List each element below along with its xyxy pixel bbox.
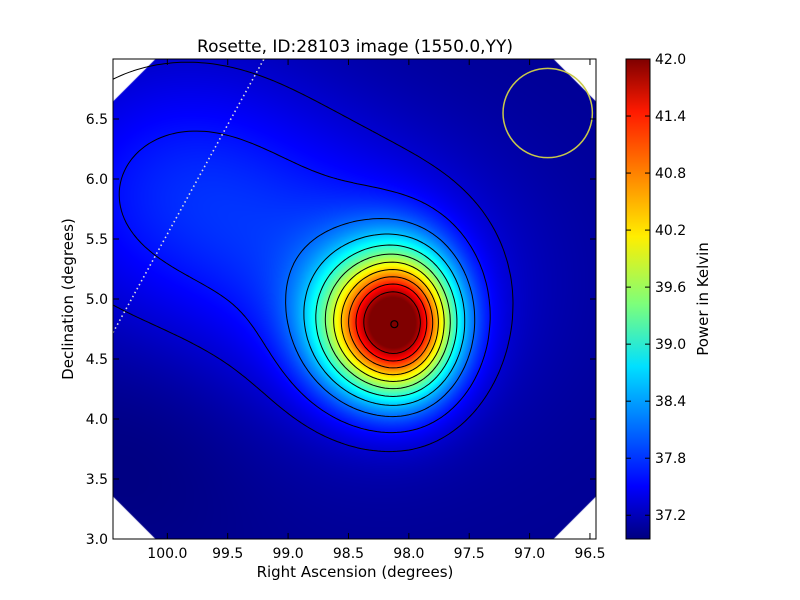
colorbar-tick-label: 40.8 xyxy=(655,166,686,182)
x-tick-label: 96.5 xyxy=(574,546,605,562)
y-tick-label: 5.0 xyxy=(86,292,108,308)
colorbar-ticks: 37.2 37.8 38.4 39.0 39.6 40.2 40.8 41.4 42.0 xyxy=(626,52,686,524)
y-axis: 3.0 3.5 4.0 4.5 5.0 5.5 6.0 6.5 xyxy=(86,112,596,548)
beam-circle xyxy=(502,67,594,159)
y-tick-label: 4.0 xyxy=(86,412,108,428)
colorbar-tick-label: 38.4 xyxy=(655,394,686,410)
contour-lines xyxy=(113,61,514,453)
contour-line-11 xyxy=(363,291,421,354)
colorbar-label: Power in Kelvin xyxy=(694,242,712,356)
contour-line-4 xyxy=(303,233,466,406)
x-tick-label: 99.5 xyxy=(212,546,243,562)
colorbar-tick-label: 42.0 xyxy=(655,52,686,68)
plot-area xyxy=(112,58,597,540)
contour-line-1 xyxy=(113,61,514,453)
colorbar-tick-label: 41.4 xyxy=(655,109,686,125)
peak-marker xyxy=(390,320,399,329)
x-tick-label: 100.0 xyxy=(147,546,187,562)
contour-line-5 xyxy=(315,244,458,397)
x-tick-label: 97.0 xyxy=(514,546,545,562)
contour-line-9 xyxy=(348,276,434,369)
y-tick-label: 3.5 xyxy=(86,472,108,488)
y-tick-label: 5.5 xyxy=(86,232,108,248)
contour-line-6 xyxy=(324,253,451,390)
contour-line-10 xyxy=(355,283,428,362)
contour-line-2 xyxy=(118,130,491,434)
overlays xyxy=(113,59,594,333)
x-axis: 100.0 99.5 99.0 98.5 98.0 97.5 97.0 96.5 xyxy=(147,59,606,562)
x-axis-label: Right Ascension (degrees) xyxy=(257,563,454,581)
x-tick-label: 98.5 xyxy=(333,546,364,562)
y-tick-label: 4.5 xyxy=(86,352,108,368)
colorbar-tick-label: 37.2 xyxy=(655,508,686,524)
colorbar: 37.2 37.8 38.4 39.0 39.6 40.2 40.8 41.4 42.0 Pow… xyxy=(625,52,712,540)
y-tick-label: 6.0 xyxy=(86,172,108,188)
chart-title: Rosette, ID:28103 image (1550.0,YY) xyxy=(197,37,513,57)
y-tick-label: 3.0 xyxy=(86,532,108,548)
x-tick-label: 98.0 xyxy=(393,546,424,562)
x-tick-label: 97.5 xyxy=(454,546,485,562)
contour-line-8 xyxy=(340,269,439,376)
y-tick-label: 6.5 xyxy=(86,112,108,128)
contour-line-3 xyxy=(285,218,476,418)
colorbar-tick-label: 39.0 xyxy=(655,337,686,353)
colorbar-tick-label: 39.6 xyxy=(655,280,686,296)
colorbar-tick-label: 40.2 xyxy=(655,223,686,239)
y-axis-label: Declination (degrees) xyxy=(59,218,77,380)
colorbar-gradient xyxy=(625,58,651,540)
x-tick-label: 99.0 xyxy=(273,546,304,562)
contour-line-7 xyxy=(333,261,445,382)
colorbar-tick-label: 37.8 xyxy=(655,451,686,467)
